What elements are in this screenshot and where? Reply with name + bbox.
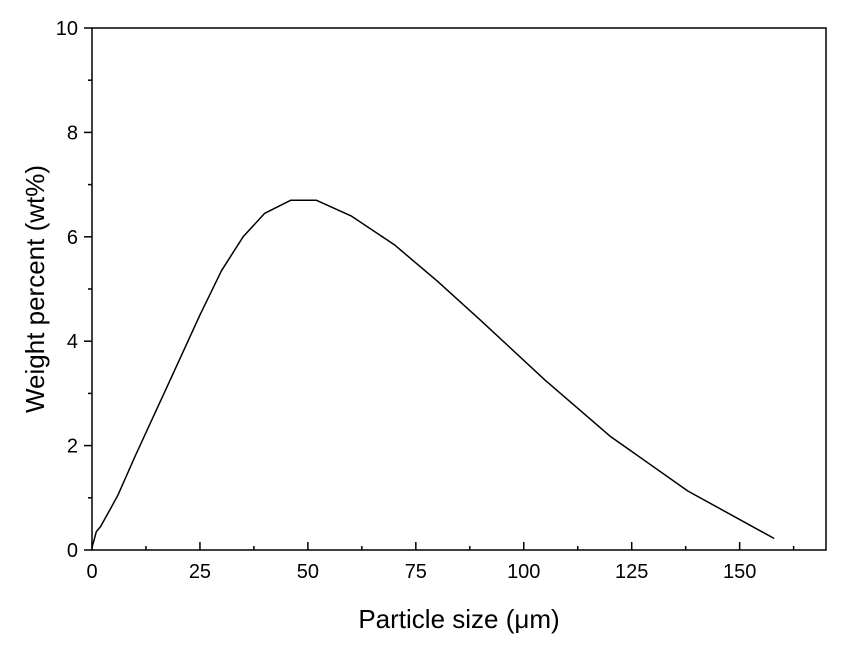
- x-tick-label: 125: [615, 561, 648, 583]
- y-tick-label: 4: [67, 331, 78, 353]
- axis-ticks: [84, 27, 795, 551]
- plot-frame: [91, 27, 827, 551]
- y-tick-label: 6: [67, 227, 78, 249]
- x-tick-label: 25: [189, 561, 211, 583]
- y-tick-label: 0: [67, 540, 78, 562]
- y-tick-label: 10: [56, 18, 78, 40]
- x-tick-label: 50: [297, 561, 319, 583]
- x-tick-label: 150: [723, 561, 756, 583]
- tick-labels: 0 25 50 75 100 125 150 0 2 4 6 8 10: [56, 18, 757, 583]
- y-axis-label: Weight percent (wt%): [20, 165, 50, 413]
- weight-percent-line: [91, 199, 775, 548]
- x-tick-label: 0: [86, 561, 97, 583]
- y-tick-label: 2: [67, 436, 78, 458]
- x-axis-label: Particle size (μm): [358, 604, 559, 634]
- y-tick-label: 8: [67, 122, 78, 144]
- x-tick-label: 75: [405, 561, 427, 583]
- x-tick-label: 100: [507, 561, 540, 583]
